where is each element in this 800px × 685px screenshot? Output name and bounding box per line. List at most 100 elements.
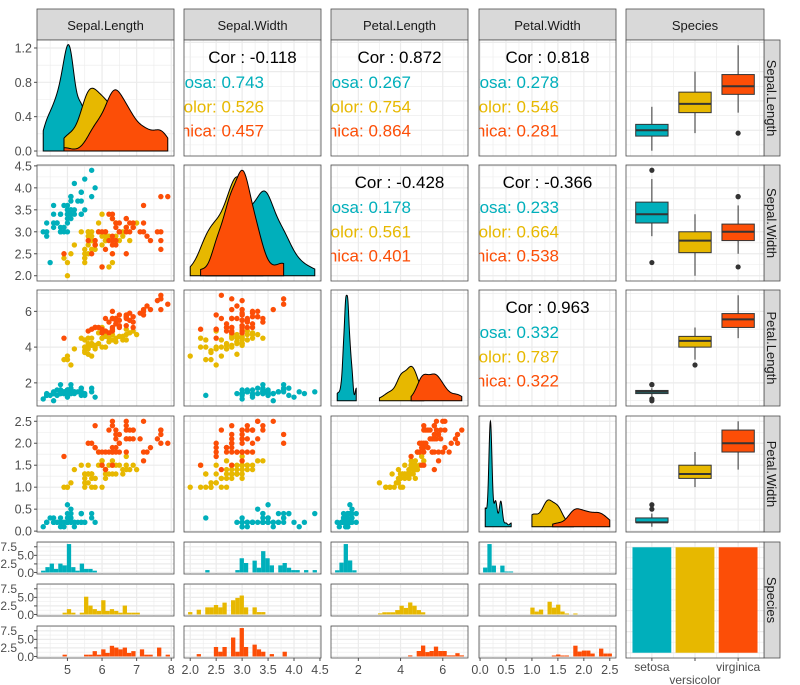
point-setosa	[265, 519, 271, 526]
histogram-bar-versicolor	[390, 612, 396, 615]
panel	[478, 625, 617, 659]
point-virginica	[448, 440, 454, 446]
point-setosa	[64, 515, 71, 521]
point-versicolor	[208, 484, 214, 490]
point-setosa	[50, 220, 57, 226]
point-versicolor	[127, 237, 133, 244]
density-setosa	[336, 294, 357, 402]
x-tick-label: 5	[64, 663, 71, 677]
correlation-versicolor: versicolor: 0.664	[434, 222, 559, 241]
point-virginica	[229, 330, 235, 336]
point-setosa	[78, 189, 84, 195]
point-versicolor	[88, 353, 95, 359]
point-versicolor	[203, 356, 209, 363]
x-tick-label: 4.0	[285, 663, 302, 677]
x-tick-label: 1.5	[549, 663, 566, 677]
panel	[625, 39, 765, 157]
point-setosa	[254, 506, 261, 512]
histogram-bar-setosa	[84, 568, 89, 573]
point-setosa	[64, 390, 71, 397]
histogram-bar-setosa	[491, 565, 496, 573]
point-setosa	[254, 385, 261, 391]
point-virginica	[130, 319, 136, 325]
point-setosa	[249, 390, 256, 397]
point-setosa	[270, 524, 276, 530]
histogram-bar-virginica	[556, 654, 561, 657]
point-virginica	[239, 436, 245, 442]
histogram-bar-setosa	[339, 562, 344, 573]
point-virginica	[254, 418, 261, 424]
point-virginica	[218, 315, 225, 322]
panel	[183, 541, 322, 575]
histogram-bar-virginica	[599, 648, 604, 657]
point-setosa	[50, 224, 57, 231]
point-virginica	[109, 233, 116, 239]
point-versicolor	[187, 484, 193, 490]
point-virginica	[130, 436, 136, 442]
histogram-bar-versicolor	[573, 613, 578, 615]
histogram-bar-versicolor	[84, 596, 89, 615]
histogram-bar-virginica	[590, 653, 595, 657]
histogram-bar-virginica	[442, 650, 447, 657]
point-setosa	[291, 394, 297, 400]
point-versicolor	[229, 466, 235, 473]
histogram-bar-versicolor	[101, 600, 106, 615]
point-virginica	[421, 422, 427, 429]
point-versicolor	[234, 351, 240, 357]
panel-content	[479, 584, 616, 616]
panel: Cor : 0.963 setosa: 0.332 versicolor: 0.78…	[478, 289, 617, 407]
histogram-bar-setosa	[92, 570, 97, 573]
panel-border	[330, 541, 469, 575]
point-versicolor	[82, 246, 88, 253]
point-setosa	[312, 510, 318, 517]
point-setosa	[239, 519, 245, 526]
point-versicolor	[88, 484, 95, 490]
histogram-bar-setosa	[347, 560, 353, 573]
panel-border	[183, 583, 322, 617]
x-tick-label: 0.0	[471, 663, 488, 677]
histogram-bar-setosa	[508, 571, 514, 573]
histogram-bar-setosa	[487, 544, 492, 573]
panel-content	[626, 542, 764, 658]
count-tick-label: 0.0	[17, 566, 34, 580]
histogram-bar-virginica	[420, 645, 426, 657]
point-setosa	[353, 519, 359, 526]
histogram-bar-setosa	[58, 563, 63, 573]
point-virginica	[140, 202, 147, 209]
point-versicolor	[234, 466, 240, 473]
point-versicolor	[213, 462, 219, 468]
point-virginica	[446, 449, 452, 455]
point-setosa	[301, 390, 308, 397]
histogram-bar-versicolor	[62, 612, 67, 615]
point-virginica	[234, 315, 240, 322]
point-virginica	[88, 251, 95, 257]
point-virginica	[418, 444, 425, 451]
point-versicolor	[399, 484, 406, 490]
point-versicolor	[82, 480, 88, 486]
point-virginica	[109, 215, 116, 222]
panel-content	[37, 542, 174, 574]
box-outlier	[692, 362, 698, 368]
histogram-bar-setosa	[261, 551, 266, 573]
panel-content	[479, 416, 616, 532]
point-versicolor	[213, 344, 219, 350]
point-virginica	[431, 466, 438, 473]
point-setosa	[71, 207, 78, 213]
point-virginica	[433, 427, 440, 433]
point-versicolor	[410, 471, 416, 477]
point-versicolor	[133, 466, 140, 473]
point-virginica	[435, 458, 442, 464]
point-virginica	[123, 251, 129, 257]
point-versicolor	[406, 475, 412, 482]
point-versicolor	[239, 340, 245, 347]
histogram-bar-setosa	[66, 544, 72, 573]
point-virginica	[229, 306, 235, 313]
correlation-overall: Cor : -0.428	[355, 173, 445, 192]
box-outlier	[735, 130, 741, 136]
y-tick-label: 0.4	[15, 110, 32, 124]
point-versicolor	[244, 337, 251, 343]
x-tick-label: 3.5	[259, 663, 276, 677]
point-virginica	[109, 422, 116, 429]
point-virginica	[229, 440, 235, 446]
panel-border	[625, 289, 765, 407]
